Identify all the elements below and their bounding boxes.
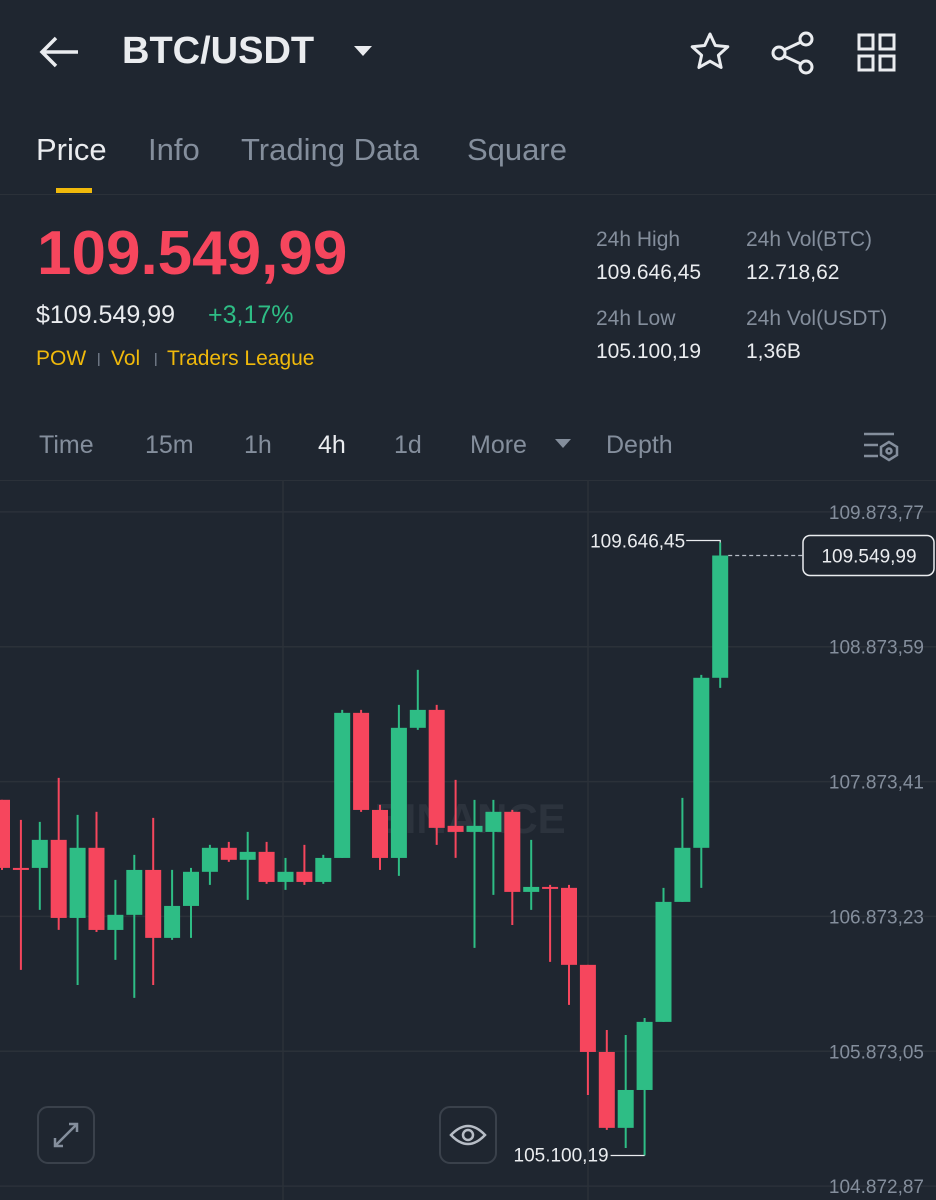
pair-dropdown[interactable] <box>352 44 374 58</box>
stat-value: 105.100,19 <box>596 340 702 363</box>
y-tick-label: 104.872,87 <box>829 1177 924 1198</box>
candle-body <box>50 839 67 918</box>
interval[interactable]: Depth <box>606 431 673 459</box>
candle-body <box>0 799 10 868</box>
candle-body <box>145 869 162 938</box>
divider <box>0 194 936 195</box>
favorite-icon[interactable] <box>688 30 732 74</box>
candle-body <box>390 727 407 858</box>
candle-body <box>353 712 370 810</box>
more-dropdown[interactable] <box>554 438 572 450</box>
candle-body <box>504 811 521 892</box>
candle-body <box>712 555 729 678</box>
candle-body <box>277 871 294 882</box>
stat-value: 12.718,62 <box>746 261 840 284</box>
interval[interactable]: 1d <box>394 431 422 459</box>
tab-indicator <box>56 188 92 193</box>
visibility-button[interactable] <box>439 1106 497 1164</box>
usd-price: $109.549,99 <box>36 301 176 329</box>
candle-body <box>239 851 256 860</box>
menu-grid-icon[interactable] <box>856 32 898 74</box>
candle-body <box>12 867 29 870</box>
interval[interactable]: 1h <box>244 431 272 459</box>
pair-title[interactable]: BTC/USDT <box>122 30 315 72</box>
candle-body <box>372 809 388 858</box>
candle-body <box>220 847 237 860</box>
candle-body <box>447 825 464 832</box>
candle-body <box>409 709 426 728</box>
candle-body <box>598 1051 615 1128</box>
tag[interactable]: Traders League <box>167 347 315 370</box>
candle-body <box>296 871 313 882</box>
candle-body <box>693 677 710 848</box>
y-tick-label: 105.873,05 <box>829 1042 924 1063</box>
divider <box>0 480 936 481</box>
last-price-tag <box>802 534 935 577</box>
stat-label: 24h Low <box>596 307 676 330</box>
y-tick-label: 107.873,41 <box>829 773 924 794</box>
last-price-label: 109.549,99 <box>821 547 916 568</box>
candle-body <box>183 871 199 906</box>
candle-body <box>579 964 596 1052</box>
candle-body <box>542 886 559 889</box>
candle-body <box>126 869 143 915</box>
interval[interactable]: Time <box>39 431 94 459</box>
candle-body <box>31 839 48 868</box>
tab[interactable]: Square <box>467 132 567 167</box>
price-change: +3,17% <box>208 301 294 329</box>
candle-body <box>201 847 218 872</box>
candle-body <box>674 847 691 902</box>
y-tick-label: 109.873,77 <box>829 503 924 524</box>
stat-value: 109.646,45 <box>596 261 702 284</box>
candle-body <box>655 901 672 1022</box>
high-label: 109.646,45 <box>590 532 685 553</box>
stat-label: 24h Vol(USDT) <box>746 307 888 330</box>
fullscreen-button[interactable] <box>37 1106 95 1164</box>
chart-settings-icon[interactable] <box>862 430 900 462</box>
candle-body <box>466 825 483 832</box>
stat-label: 24h High <box>596 228 681 251</box>
stat-value: 1,36B <box>746 340 801 363</box>
y-tick-label: 106.873,23 <box>829 907 924 928</box>
candle-body <box>69 847 86 918</box>
candle-body <box>315 857 332 882</box>
candle-body <box>88 847 105 930</box>
back-button[interactable] <box>38 34 82 70</box>
interval[interactable]: 15m <box>145 431 194 459</box>
tab[interactable]: Trading Data <box>241 132 420 167</box>
candle-body <box>258 851 275 882</box>
candle-body <box>617 1089 634 1128</box>
candle-body <box>428 709 445 828</box>
tab-active[interactable]: Price <box>36 132 107 167</box>
interval-active[interactable]: 4h <box>318 431 346 459</box>
candle-body <box>523 886 540 892</box>
low-label: 105.100,19 <box>514 1145 609 1166</box>
candle-body <box>107 914 124 930</box>
tag[interactable]: Vol <box>111 347 141 370</box>
interval[interactable]: More <box>470 431 527 459</box>
tag[interactable]: POW <box>36 347 87 370</box>
tag-separator: | <box>97 350 101 366</box>
last-price: 109.549,99 <box>37 219 348 288</box>
candle-body <box>164 905 181 938</box>
high-marker-line <box>686 539 721 543</box>
tag-separator: | <box>154 350 158 366</box>
candle-body <box>485 811 502 832</box>
tab[interactable]: Info <box>148 132 200 167</box>
candle-body <box>636 1021 653 1090</box>
candle-body <box>334 712 351 858</box>
y-tick-label: 108.873,59 <box>829 638 924 659</box>
candle-body <box>561 887 577 965</box>
share-icon[interactable] <box>770 30 816 76</box>
stat-label: 24h Vol(BTC) <box>746 228 873 251</box>
